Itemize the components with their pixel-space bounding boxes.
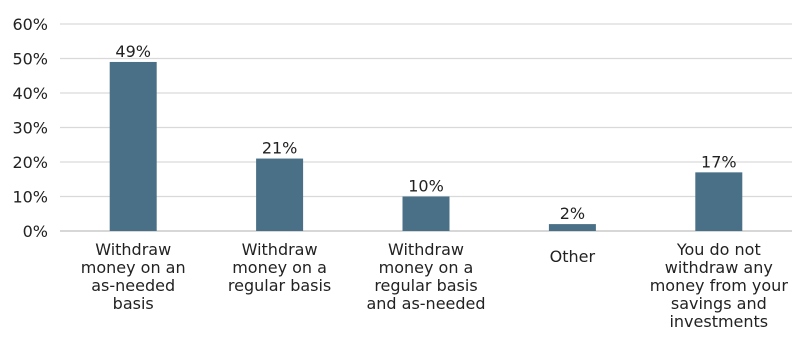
category-label-2-line-2: regular basis [374, 276, 477, 295]
y-axis-tick-labels: 0% 10% 20% 30% 40% 50% 60% [12, 15, 48, 241]
category-label-0-line-1: money on an [81, 258, 186, 277]
x-axis-category-labels: Withdraw money on an as-needed basisWithdra… [81, 240, 789, 331]
bar-2 [402, 196, 450, 231]
data-label-1: 21% [262, 139, 298, 158]
category-label-4-line-4: investments [669, 312, 768, 331]
bars [109, 61, 743, 232]
data-label-4: 17% [701, 152, 737, 171]
y-tick-label-40: 40% [12, 84, 48, 103]
category-label-2-line-3: and as-needed [366, 294, 485, 313]
gridlines [60, 23, 792, 232]
category-label-1: Withdraw money on a regular basis [228, 240, 331, 295]
category-label-3: Other [550, 247, 596, 266]
y-tick-label-50: 50% [12, 50, 48, 69]
category-label-2-line-1: money on a [379, 258, 474, 277]
category-label-4: You do not withdraw any money from your sav… [650, 240, 789, 331]
bar-3 [548, 224, 596, 231]
category-label-4-line-1: withdraw any [665, 258, 773, 277]
data-label-2: 10% [408, 177, 444, 196]
y-tick-label-0: 0% [23, 222, 48, 241]
category-label-1-line-0: Withdraw [242, 240, 318, 259]
data-labels: 49% 21% 10% 2% 17% [115, 42, 736, 223]
y-tick-label-60: 60% [12, 15, 48, 34]
category-label-2: Withdraw money on a regular basis and as-ne… [366, 240, 485, 313]
category-label-2-line-0: Withdraw [388, 240, 464, 259]
category-label-4-line-3: savings and [671, 294, 767, 313]
category-label-0-line-3: basis [113, 294, 154, 313]
bar-1 [256, 158, 304, 231]
category-label-1-line-2: regular basis [228, 276, 331, 295]
data-label-3: 2% [560, 204, 585, 223]
category-label-3-line-0: Other [550, 247, 596, 266]
category-label-4-line-2: money from your [650, 276, 789, 295]
y-tick-label-20: 20% [12, 153, 48, 172]
category-label-0-line-0: Withdraw [95, 240, 171, 259]
data-label-0: 49% [115, 42, 151, 61]
category-label-0: Withdraw money on an as-needed basis [81, 240, 186, 313]
category-label-0-line-2: as-needed [91, 276, 175, 295]
y-tick-label-30: 30% [12, 119, 48, 138]
category-label-4-line-0: You do not [676, 240, 761, 259]
bar-4 [695, 172, 743, 231]
bar-0 [109, 61, 157, 232]
category-label-1-line-1: money on a [232, 258, 327, 277]
y-tick-label-10: 10% [12, 188, 48, 207]
